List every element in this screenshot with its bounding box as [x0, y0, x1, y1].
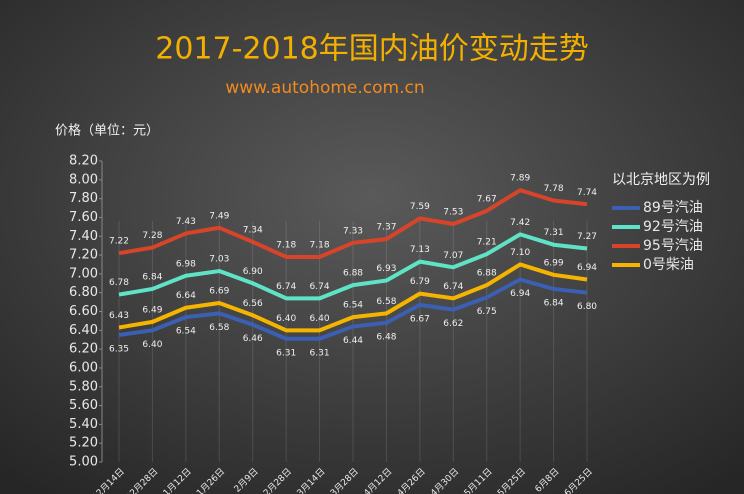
data-label: 7.42	[510, 218, 530, 228]
legend-label: 89号汽油	[643, 200, 703, 216]
data-label: 6.58	[376, 297, 396, 307]
y-tick-label: 7.60	[69, 210, 98, 225]
data-label: 7.28	[142, 231, 162, 241]
data-label: 7.31	[544, 228, 564, 238]
data-label: 6.48	[376, 332, 396, 342]
data-label: 7.34	[243, 225, 263, 235]
data-label: 6.88	[343, 269, 363, 279]
data-label: 6.79	[410, 277, 430, 287]
y-tick-label: 5.80	[69, 379, 98, 394]
data-label: 7.07	[443, 251, 463, 261]
data-label: 6.58	[209, 323, 229, 333]
data-label: 6.43	[109, 311, 129, 321]
y-tick-label: 5.60	[69, 398, 98, 413]
data-label: 6.74	[276, 282, 296, 292]
data-label: 6.84	[544, 298, 564, 308]
data-label: 6.40	[276, 314, 296, 324]
data-label: 7.74	[577, 188, 597, 198]
data-label: 6.56	[243, 299, 263, 309]
data-label: 6.67	[410, 314, 430, 324]
data-label: 6.94	[510, 289, 530, 299]
data-label: 7.78	[544, 184, 564, 194]
y-tick-label: 7.20	[69, 248, 98, 263]
data-label: 6.54	[176, 327, 196, 337]
data-label: 6.31	[276, 348, 296, 358]
data-label: 7.21	[477, 238, 497, 248]
legend-label: 92号汽油	[643, 219, 703, 235]
data-label: 6.69	[209, 287, 229, 297]
data-label: 6.49	[142, 305, 162, 315]
y-tick-label: 8.20	[69, 154, 98, 169]
data-label: 7.89	[510, 174, 530, 184]
data-label: 6.74	[443, 282, 463, 292]
data-label: 7.43	[176, 217, 196, 227]
data-label: 7.67	[477, 194, 497, 204]
data-label: 7.22	[109, 237, 129, 247]
data-label: 7.10	[510, 248, 530, 258]
data-label: 6.94	[577, 263, 597, 273]
data-label: 6.84	[142, 272, 162, 282]
y-tick-label: 5.40	[69, 417, 98, 432]
chart-subtitle: www.autohome.com.cn	[225, 78, 424, 98]
legend-title: 以北京地区为例	[612, 172, 710, 188]
data-label: 6.74	[310, 282, 330, 292]
data-label: 7.18	[276, 240, 296, 250]
data-label: 6.54	[343, 301, 363, 311]
y-tick-label: 8.00	[69, 172, 98, 187]
data-label: 6.40	[142, 340, 162, 350]
data-label: 7.49	[209, 211, 229, 221]
legend-label: 0号柴油	[643, 257, 694, 273]
data-label: 7.59	[410, 202, 430, 212]
data-label: 6.44	[343, 336, 363, 346]
y-tick-label: 5.00	[69, 455, 98, 470]
data-label: 6.98	[176, 259, 196, 269]
y-tick-label: 6.20	[69, 342, 98, 357]
data-label: 6.64	[176, 291, 196, 301]
data-label: 6.93	[376, 264, 396, 274]
series-line	[118, 232, 588, 301]
data-label: 6.40	[310, 314, 330, 324]
y-tick-label: 7.40	[69, 229, 98, 244]
y-tick-label: 5.20	[69, 436, 98, 451]
data-label: 7.03	[209, 255, 229, 265]
data-label: 6.31	[310, 348, 330, 358]
data-label: 6.90	[243, 267, 263, 277]
data-label: 6.78	[109, 278, 129, 288]
data-label: 7.53	[443, 208, 463, 218]
data-label: 6.80	[577, 302, 597, 312]
y-tick-label: 6.60	[69, 304, 98, 319]
data-label: 7.18	[310, 240, 330, 250]
data-label: 7.27	[577, 232, 597, 242]
data-label: 6.75	[477, 307, 497, 317]
y-tick-label: 7.00	[69, 266, 98, 281]
chart-title: 2017-2018年国内油价变动走势	[155, 32, 589, 67]
y-tick-label: 6.40	[69, 323, 98, 338]
series-line	[118, 262, 588, 333]
y-tick-label: 6.80	[69, 285, 98, 300]
data-label: 7.37	[376, 223, 396, 233]
legend-label: 95号汽油	[643, 238, 703, 254]
y-tick-label: 6.00	[69, 360, 98, 375]
data-label: 7.13	[410, 245, 430, 255]
data-label: 6.99	[544, 258, 564, 268]
y-tick-label: 7.80	[69, 191, 98, 206]
data-label: 6.62	[443, 319, 463, 329]
series-line	[118, 277, 588, 341]
series-line	[118, 188, 588, 259]
data-label: 7.33	[343, 226, 363, 236]
data-label: 6.35	[109, 345, 129, 355]
data-label: 6.88	[477, 269, 497, 279]
y-axis-label: 价格（单位：元）	[55, 123, 159, 139]
data-label: 6.46	[243, 334, 263, 344]
